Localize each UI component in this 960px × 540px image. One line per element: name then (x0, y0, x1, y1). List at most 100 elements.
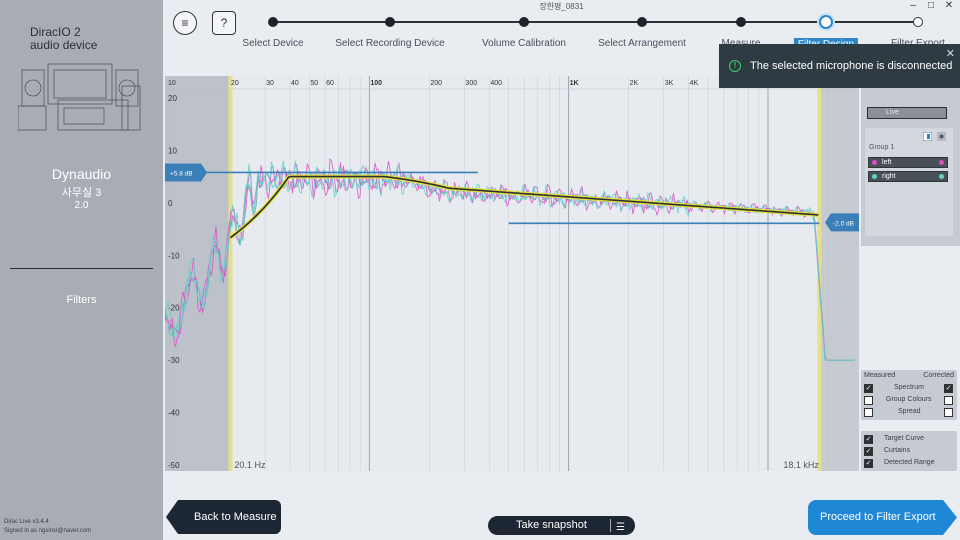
measured-label: Measured (864, 372, 896, 379)
sidebar-item-filters[interactable]: Filters (66, 294, 97, 306)
left-curtain-handle[interactable] (228, 76, 233, 471)
step-dot[interactable] (736, 17, 746, 27)
channel-color-dot (872, 160, 877, 165)
channel-row-left[interactable]: left (868, 157, 948, 168)
step-label[interactable]: Select Arrangement (598, 38, 686, 49)
low-target-handle[interactable] (165, 163, 207, 182)
x-tick-label: 4K (690, 80, 699, 87)
step-label[interactable]: Measure (722, 38, 761, 49)
back-to-measure-button[interactable]: Back to Measure (166, 500, 281, 534)
sidebar: DiracIO 2 audio device Dynaudio 사무실 3 2.… (0, 0, 163, 540)
spread-measured-checkbox[interactable] (864, 408, 873, 417)
snapshot-label: Take snapshot (516, 519, 587, 531)
frequency-response-graph[interactable]: 20 10 0 -10 -20 -30 -40 -50 20 30 40 50 60 100 200 300 4… (165, 76, 859, 471)
room-name: 사무실 3 (61, 187, 102, 199)
group-colours-corrected-checkbox[interactable] (944, 396, 953, 405)
x-tick-label: 300 (465, 80, 477, 87)
window-title: 장한평_0831 (539, 2, 584, 11)
y-tick-label: -30 (168, 356, 180, 365)
close-window-button[interactable]: ✕ (944, 0, 954, 11)
option-label: Group Colours (886, 396, 932, 403)
x-tick-label: 30 (266, 80, 274, 87)
right-curtain[interactable] (819, 76, 859, 471)
y-tick-label: -50 (168, 461, 180, 470)
live-label: Live (886, 109, 899, 116)
sidebar-divider (10, 268, 153, 269)
device-name-line1: DiracIO 2 (30, 25, 81, 39)
take-snapshot-button[interactable]: Take snapshot ☰ (488, 516, 635, 535)
channel-panel: Live Group 1 left right (861, 88, 960, 246)
option-label: Spread (898, 408, 921, 415)
channel-label: left (882, 159, 892, 166)
y-tick-label: 10 (168, 146, 177, 155)
curtains-checkbox[interactable]: ✓ (864, 447, 873, 456)
notification-toast: ! The selected microphone is disconnecte… (719, 44, 960, 88)
toggle-target-curve[interactable]: ✓ Target Curve (861, 433, 957, 445)
speaker-system-illustration (18, 63, 141, 131)
graph-toggles: ✓ Target Curve ✓ Curtains ✓ Detected Ran… (861, 431, 957, 471)
group-card: Group 1 left right (865, 128, 953, 236)
minimize-button[interactable]: – (910, 0, 916, 11)
channel-visibility-dot[interactable] (939, 160, 944, 165)
proceed-to-filter-export-button[interactable]: Proceed to Filter Export (808, 500, 957, 535)
toggle-label: Detected Range (884, 459, 935, 466)
maximize-button[interactable]: □ (927, 0, 935, 11)
spectrum-measured-checkbox[interactable]: ✓ (864, 384, 873, 393)
menu-button[interactable]: ≡ (173, 11, 197, 35)
question-icon: ? (220, 16, 228, 30)
step-dot[interactable] (819, 15, 833, 29)
y-tick-label: 0 (168, 199, 173, 208)
live-toggle[interactable]: Live (867, 107, 947, 119)
display-options: Measured Corrected ✓ Spectrum ✓ Group Co… (861, 370, 957, 420)
snapshot-list-icon[interactable]: ☰ (616, 522, 625, 533)
channel-row-right[interactable]: right (868, 171, 948, 182)
step-dot[interactable] (385, 17, 395, 27)
step-dot[interactable] (637, 17, 647, 27)
option-spread: Spread (861, 406, 957, 418)
detected-range-checkbox[interactable]: ✓ (864, 459, 873, 468)
y-tick-label: 20 (168, 94, 177, 103)
right-curtain-handle[interactable] (817, 76, 822, 471)
channel-config: 2.0 (74, 200, 89, 211)
graph-background (165, 76, 859, 471)
right-curtain-label: 18.1 kHz (783, 460, 819, 470)
step-label[interactable]: Select Recording Device (335, 38, 445, 49)
spectrum-corrected-checkbox[interactable]: ✓ (944, 384, 953, 393)
left-curtain[interactable] (165, 76, 231, 471)
step-label[interactable]: Select Device (242, 38, 304, 49)
top-left-label: 10 (168, 80, 176, 87)
low-handle-label: +5.8 dB (170, 170, 193, 177)
step-dot[interactable] (268, 17, 278, 27)
step-dot[interactable] (519, 17, 529, 27)
step-dot[interactable] (913, 17, 923, 27)
x-tick-label: 60 (326, 80, 334, 87)
x-tick-label: 2K (630, 80, 639, 87)
y-tick-label: -10 (168, 251, 180, 260)
help-button[interactable]: ? (212, 11, 236, 35)
alert-icon: ! (729, 60, 741, 72)
version-label: Dirac Live v3.4.4 (4, 519, 49, 525)
edit-group-icon[interactable] (923, 132, 932, 141)
toggle-detected-range[interactable]: ✓ Detected Range (861, 457, 957, 469)
close-icon[interactable]: ✕ (945, 48, 955, 60)
hamburger-icon: ≡ (181, 16, 189, 30)
x-tick-label: 200 (430, 80, 442, 87)
target-curve[interactable] (229, 175, 819, 239)
toggle-label: Curtains (884, 447, 911, 454)
option-spectrum: ✓ Spectrum ✓ (861, 382, 957, 394)
spread-corrected-checkbox[interactable] (944, 408, 953, 417)
x-tick-label: 50 (310, 80, 318, 87)
channel-visibility-dot[interactable] (939, 174, 944, 179)
channel-label: right (882, 173, 896, 180)
step-label[interactable]: Filter Export (891, 38, 945, 49)
group-colours-measured-checkbox[interactable] (864, 396, 873, 405)
eye-icon[interactable] (937, 132, 946, 141)
toggle-curtains[interactable]: ✓ Curtains (861, 445, 957, 457)
target-curve-checkbox[interactable]: ✓ (864, 435, 873, 444)
high-target-handle[interactable] (825, 213, 859, 232)
x-tick-label: 100 (370, 80, 382, 87)
x-tick-label: 20 (231, 80, 239, 87)
signed-in-label: Signed in as ngsinsl@naver.com (4, 528, 92, 534)
step-label[interactable]: Volume Calibration (482, 38, 566, 49)
